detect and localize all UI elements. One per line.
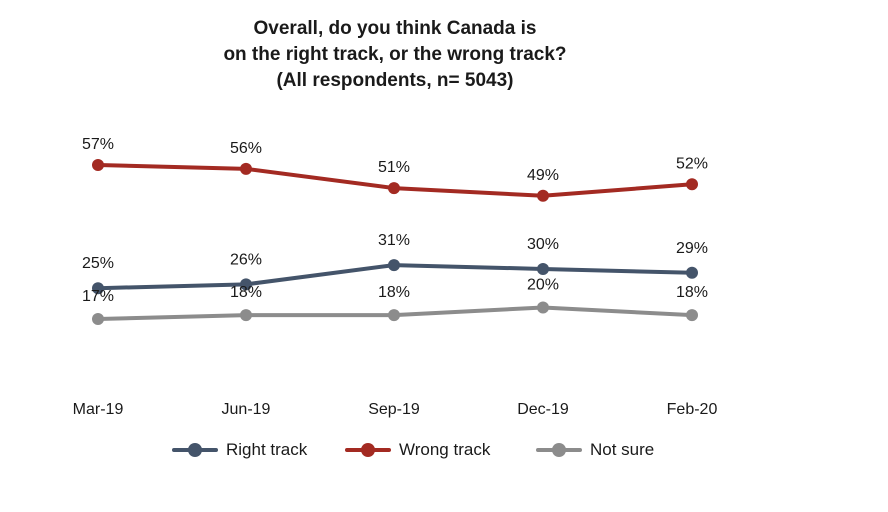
x-tick-label: Feb-20 (667, 401, 718, 418)
data-point-right-track (92, 282, 104, 295)
data-label-not-sure: 18% (676, 284, 708, 301)
chart-title-line-3: (All respondents, n= 5043) (276, 70, 514, 91)
chart-title-line-2: on the right track, or the wrong track? (223, 44, 567, 65)
data-point-not-sure (537, 301, 549, 314)
x-tick-label: Sep-19 (368, 401, 420, 418)
legend-label-right-track: Right track (226, 440, 308, 459)
data-point-wrong-track (388, 182, 400, 195)
data-label-wrong-track: 56% (230, 140, 262, 157)
legend-label-not-sure: Not sure (590, 440, 655, 459)
chart-title-line-1: Overall, do you think Canada is (253, 18, 537, 39)
legend-item-not-sure: Not sure (536, 440, 654, 460)
data-point-wrong-track (92, 159, 104, 171)
legend-swatch-not-sure (536, 443, 582, 457)
legend-swatch-right-track (172, 443, 218, 457)
data-label-wrong-track: 57% (82, 136, 114, 153)
data-point-wrong-track (686, 178, 698, 191)
data-label-not-sure: 20% (527, 276, 559, 293)
data-point-right-track (388, 259, 400, 272)
legend-label-wrong-track: Wrong track (399, 440, 491, 459)
legend-item-right-track: Right track (172, 440, 307, 460)
data-label-wrong-track: 52% (676, 155, 708, 172)
x-tick-label: Mar-19 (73, 401, 124, 418)
data-label-wrong-track: 51% (378, 159, 410, 176)
data-point-wrong-track (240, 162, 252, 175)
data-label-not-sure: 17% (82, 288, 114, 305)
data-point-not-sure (92, 313, 104, 325)
data-label-right-track: 29% (676, 240, 708, 257)
data-point-not-sure (240, 309, 252, 322)
legend: Right track Wrong track Not sure (0, 440, 888, 468)
chart-title: Overall, do you think Canada is on the r… (0, 16, 790, 94)
line-chart: Mar-19 Jun-19 Sep-19 Dec-19 Feb-20 25% 26% 31% 3… (73, 136, 718, 418)
data-label-not-sure: 18% (378, 284, 410, 301)
data-label-right-track: 25% (82, 255, 114, 272)
data-label-wrong-track: 49% (527, 167, 559, 184)
data-point-right-track (537, 262, 549, 275)
data-label-right-track: 26% (230, 251, 262, 268)
data-label-not-sure: 18% (230, 284, 262, 301)
data-label-right-track: 31% (378, 232, 410, 249)
x-tick-label: Jun-19 (222, 401, 271, 418)
data-point-not-sure (686, 309, 698, 322)
x-tick-label: Dec-19 (517, 401, 569, 418)
legend-item-wrong-track: Wrong track (345, 440, 490, 460)
legend-swatch-wrong-track (345, 443, 391, 457)
data-point-right-track (240, 278, 252, 291)
data-point-not-sure (388, 309, 400, 322)
data-point-wrong-track (537, 189, 549, 202)
data-point-right-track (686, 266, 698, 279)
data-label-right-track: 30% (527, 236, 559, 253)
